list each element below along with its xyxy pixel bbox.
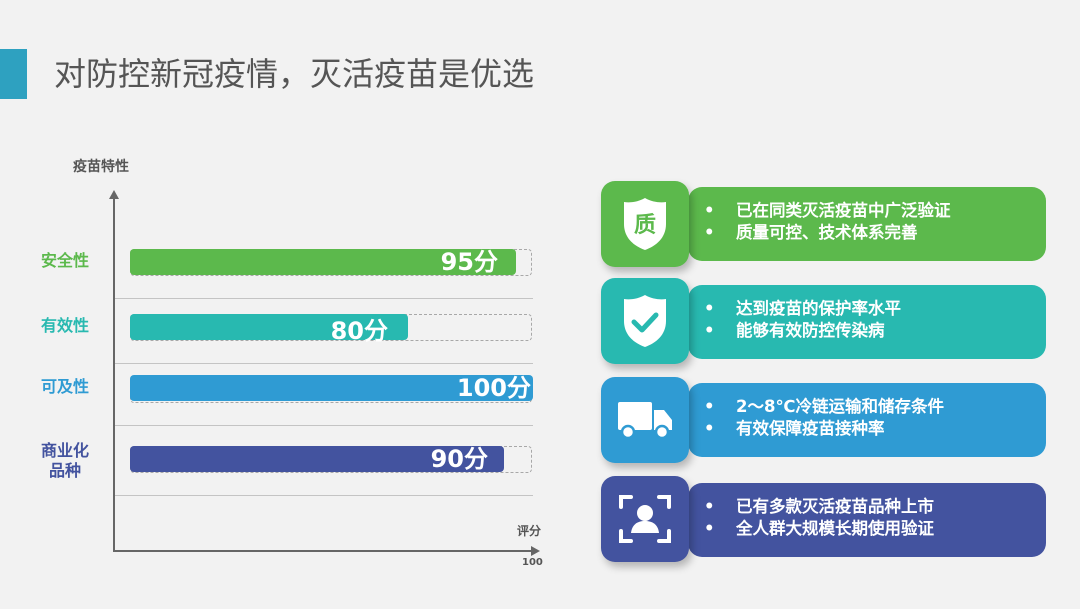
shield-check-icon xyxy=(624,295,666,347)
bar-safety: 95分 xyxy=(130,248,516,276)
face-scan-icon xyxy=(619,495,671,543)
svg-text:质: 质 xyxy=(634,213,656,238)
card-text: 2～8℃冷链运输和储存条件 xyxy=(736,397,944,416)
y-axis-title: 疫苗特性 xyxy=(73,159,129,175)
card-text: 达到疫苗的保护率水平 xyxy=(736,299,901,318)
x-axis-tick: 100 xyxy=(522,557,543,568)
bar-efficacy: 80分 xyxy=(130,314,408,345)
bullet: • xyxy=(704,497,715,516)
card-text: 已在同类灭活疫苗中广泛验证 xyxy=(736,201,951,220)
bullet: • xyxy=(704,223,715,242)
bar-accessibility: 100分 xyxy=(130,374,533,402)
card-icon-box: 质 xyxy=(601,181,689,267)
bar-commercial: 90分 xyxy=(130,445,504,473)
bullet: • xyxy=(704,201,715,220)
feature-card-quality: • 已在同类灭活疫苗中广泛验证 • 质量可控、技术体系完善 xyxy=(688,187,1046,261)
card-text: 全人群大规模长期使用验证 xyxy=(736,519,934,538)
bullet: • xyxy=(704,397,715,416)
title-accent-bar xyxy=(0,49,27,99)
feature-card-efficacy: • 达到疫苗的保护率水平 • 能够有效防控传染病 xyxy=(688,285,1046,359)
truck-icon xyxy=(618,402,672,440)
card-icon-box xyxy=(601,377,689,463)
shield-quality-icon: 质 xyxy=(624,198,666,250)
category-label-efficacy: 有效性 xyxy=(40,316,89,335)
bar-value-label: 80分 xyxy=(330,317,388,345)
x-axis-title: 评分 xyxy=(517,524,542,538)
bullet: • xyxy=(704,419,715,438)
card-text: 能够有效防控传染病 xyxy=(736,321,885,340)
bar-value-label: 90分 xyxy=(430,445,488,473)
bullet: • xyxy=(704,299,715,318)
y-axis xyxy=(113,196,115,552)
grid-line xyxy=(115,298,533,299)
bullet: • xyxy=(704,519,715,538)
x-axis-arrow-icon xyxy=(531,546,540,556)
bar-value-label: 95分 xyxy=(440,248,498,276)
bullet: • xyxy=(704,321,715,340)
category-label-safety: 安全性 xyxy=(40,251,89,270)
category-label-accessibility: 可及性 xyxy=(40,377,89,396)
grid-line xyxy=(115,425,533,426)
card-icon-box xyxy=(601,278,689,364)
grid-line xyxy=(115,495,533,496)
grid-line xyxy=(115,363,533,364)
feature-card-commercial: • 已有多款灭活疫苗品种上市 • 全人群大规模长期使用验证 xyxy=(688,483,1046,557)
feature-card-accessibility: • 2～8℃冷链运输和储存条件 • 有效保障疫苗接种率 xyxy=(688,383,1046,457)
card-text: 质量可控、技术体系完善 xyxy=(736,223,918,242)
card-text: 已有多款灭活疫苗品种上市 xyxy=(736,497,934,516)
bar-value-label: 100分 xyxy=(456,374,531,402)
x-axis xyxy=(113,550,534,552)
page-title: 对防控新冠疫情，灭活疫苗是优选 xyxy=(54,55,535,93)
card-text: 有效保障疫苗接种率 xyxy=(736,419,885,438)
category-label-commercial: 商业化 品种 xyxy=(40,441,89,480)
card-icon-box xyxy=(601,476,689,562)
y-axis-arrow-icon xyxy=(109,190,119,199)
